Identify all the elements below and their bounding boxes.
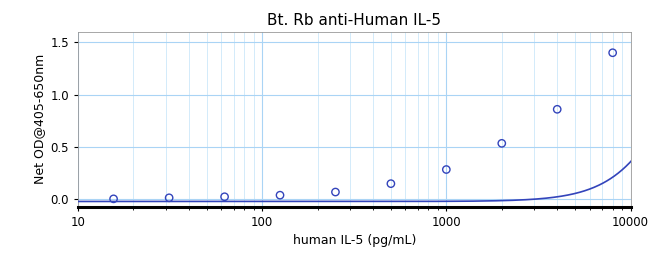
Point [109, 197, 119, 201]
Title: Bt. Rb anti-Human IL-5: Bt. Rb anti-Human IL-5 [267, 13, 441, 28]
Point [219, 195, 229, 199]
X-axis label: human IL-5 (pg/mL): human IL-5 (pg/mL) [292, 234, 416, 247]
Point [497, 141, 507, 145]
Point [385, 182, 396, 186]
Point [275, 193, 285, 197]
Y-axis label: Net OD@405-650nm: Net OD@405-650nm [33, 54, 46, 184]
Point [330, 190, 341, 194]
Point [552, 107, 562, 111]
Point [608, 51, 618, 55]
Point [164, 196, 174, 200]
Point [441, 167, 452, 172]
